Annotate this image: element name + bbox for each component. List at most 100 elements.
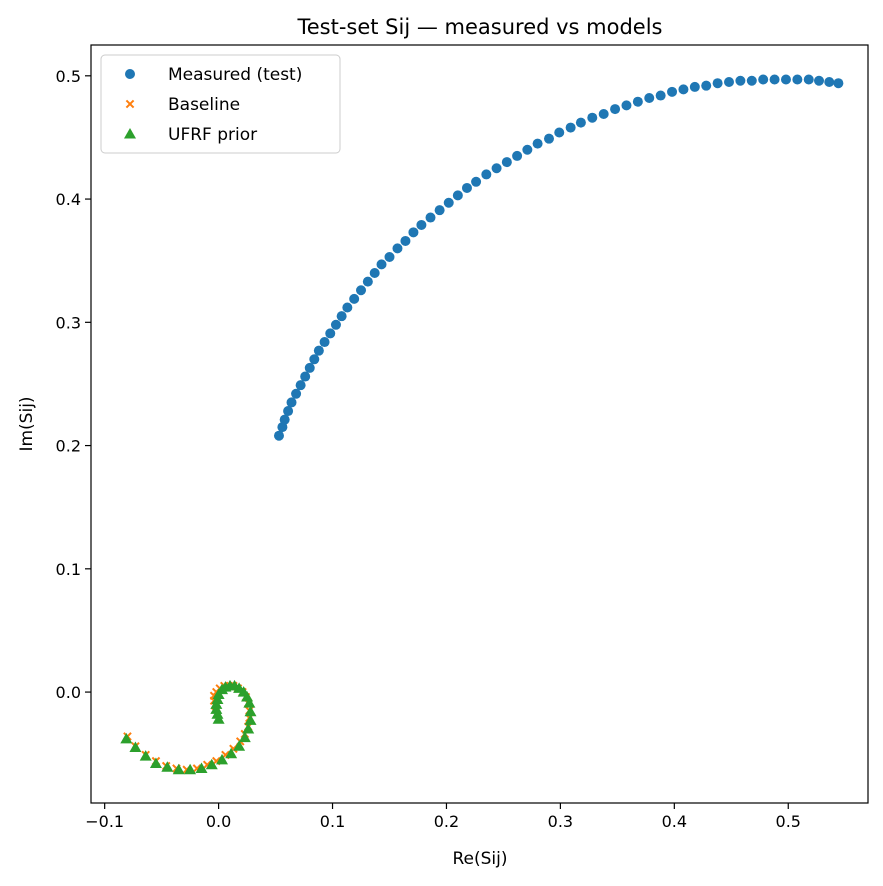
legend-label: UFRF prior: [168, 125, 257, 145]
x-marker-stroke: [125, 99, 135, 109]
data-point: [434, 205, 445, 216]
data-point: [701, 80, 712, 91]
data-point: [416, 219, 427, 230]
data-point: [279, 414, 290, 425]
data-point: [443, 197, 454, 208]
x-tick-label: 0.2: [434, 812, 459, 831]
data-point: [384, 251, 395, 262]
data-point: [149, 757, 162, 769]
data-point: [212, 688, 225, 700]
data-point: [349, 293, 360, 304]
data-point: [291, 388, 302, 399]
data-point: [621, 100, 632, 111]
y-tick-label: 0.0: [56, 683, 81, 702]
data-point: [336, 311, 347, 322]
data-point: [735, 75, 746, 86]
data-point: [244, 705, 257, 717]
data-point: [195, 762, 208, 773]
data-point: [543, 133, 554, 144]
x-axis-label: Re(Sij): [452, 849, 507, 869]
y-axis-ticks: 0.0 0.1 0.2 0.3 0.4 0.5: [56, 67, 91, 702]
data-point: [244, 714, 257, 725]
data-point: [769, 74, 780, 85]
data-point: [242, 723, 255, 734]
data-point: [712, 78, 723, 89]
data-point: [792, 74, 803, 85]
data-point: [758, 74, 769, 85]
legend-marker: [125, 69, 135, 79]
legend-marker: [125, 99, 135, 109]
y-tick-label: 0.2: [56, 437, 81, 456]
series-circle: [273, 74, 844, 441]
data-point: [225, 747, 238, 759]
data-point: [139, 750, 152, 761]
data-point: [491, 163, 502, 174]
data-point: [532, 138, 543, 149]
data-point: [814, 75, 825, 86]
data-point: [238, 731, 251, 743]
data-point: [309, 354, 320, 365]
data-point: [655, 90, 666, 101]
data-point: [205, 758, 218, 770]
y-tick-label: 0.5: [56, 67, 81, 86]
data-point: [400, 235, 411, 246]
data-point: [598, 109, 609, 120]
data-point: [362, 276, 373, 287]
legend: Measured (test) Baseline UFRF prior: [100, 54, 341, 154]
x-tick-label: 0.1: [320, 812, 345, 831]
x-marker-stroke: [202, 760, 212, 770]
legend-box: [100, 54, 341, 154]
data-point: [501, 157, 512, 168]
data-point: [565, 122, 576, 133]
data-point: [803, 74, 814, 85]
data-point: [425, 212, 436, 223]
data-point: [746, 75, 757, 86]
data-point: [330, 319, 341, 330]
data-point: [342, 302, 353, 313]
y-axis-label: Im(Sij): [17, 396, 37, 451]
data-point: [129, 741, 142, 753]
data-point: [632, 96, 643, 107]
data-point: [211, 693, 224, 704]
data-point: [273, 430, 284, 441]
x-tick-label: 0.0: [206, 812, 231, 831]
data-point: [286, 397, 297, 408]
chart-title: Test-set Sij — measured vs models: [296, 15, 662, 39]
x-tick-label: 0.5: [776, 812, 801, 831]
data-point: [295, 380, 306, 391]
data-point: [300, 371, 311, 382]
y-tick-label: 0.3: [56, 313, 81, 332]
data-point: [233, 740, 246, 751]
data-point: [376, 259, 387, 270]
plot-points: [120, 74, 844, 775]
data-point: [610, 104, 621, 115]
data-point: [587, 112, 598, 123]
series-triangle: [120, 679, 257, 775]
data-point: [120, 732, 133, 744]
data-point: [780, 74, 791, 85]
y-tick-label: 0.4: [56, 190, 81, 209]
data-point: [325, 328, 336, 339]
data-point: [461, 182, 472, 193]
data-point: [644, 92, 655, 103]
legend-label: Measured (test): [168, 65, 302, 85]
x-marker-stroke: [192, 764, 202, 773]
data-point: [304, 362, 315, 373]
data-point: [161, 761, 174, 772]
data-point: [512, 150, 523, 161]
data-point: [481, 169, 492, 180]
data-point: [184, 763, 197, 775]
data-point: [392, 243, 403, 254]
plot-frame: [90, 44, 869, 804]
x-tick-label: −0.1: [85, 812, 124, 831]
legend-marker: [124, 128, 136, 139]
data-point: [216, 753, 229, 765]
data-point: [471, 176, 482, 187]
data-point: [313, 345, 324, 356]
data-point: [575, 117, 586, 128]
data-point: [554, 127, 565, 138]
data-point: [724, 76, 735, 87]
data-point: [522, 144, 533, 155]
data-point: [369, 268, 380, 279]
